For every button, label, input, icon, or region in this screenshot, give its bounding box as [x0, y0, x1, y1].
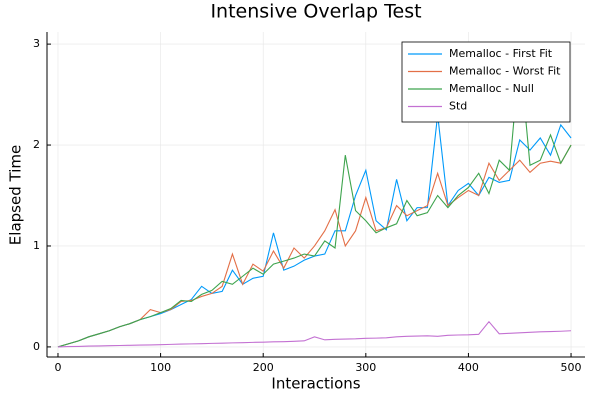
- x-tick-label: 400: [458, 361, 479, 374]
- y-tick-label: 3: [33, 37, 40, 50]
- y-tick-label: 1: [33, 239, 40, 252]
- legend-label: Memalloc - First Fit: [449, 47, 553, 60]
- y-tick-label: 0: [33, 340, 40, 353]
- series-line: [57, 114, 572, 348]
- legend-label: Std: [449, 100, 467, 113]
- y-tick-label: 2: [33, 138, 40, 151]
- legend-label: Memalloc - Worst Fit: [449, 65, 561, 78]
- series-line: [57, 320, 572, 348]
- x-tick-label: 100: [150, 361, 171, 374]
- x-tick-label: 0: [54, 361, 61, 374]
- chart-title: Intensive Overlap Test: [210, 1, 421, 23]
- y-axis-label: Elapsed Time: [7, 145, 25, 245]
- x-tick-label: 200: [253, 361, 274, 374]
- legend-label: Memalloc - Null: [449, 82, 534, 95]
- x-tick-label: 500: [561, 361, 582, 374]
- x-axis-label: Interactions: [271, 375, 360, 393]
- legend-box: [401, 41, 571, 123]
- x-tick-label: 300: [355, 361, 376, 374]
- series-line: [57, 54, 572, 348]
- series-line: [57, 144, 572, 348]
